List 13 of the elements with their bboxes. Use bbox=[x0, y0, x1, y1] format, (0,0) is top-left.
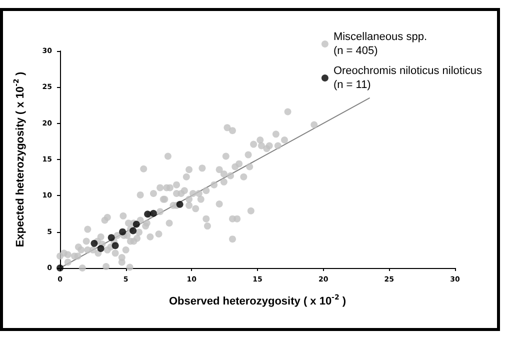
point bbox=[112, 242, 119, 250]
point bbox=[150, 210, 157, 217]
point bbox=[176, 200, 184, 208]
point bbox=[108, 234, 115, 242]
legend-label: Oreochromis niloticus niloticus (n = 11) bbox=[333, 65, 482, 91]
legend-label: Miscellaneous spp. (n = 405) bbox=[333, 31, 428, 57]
point bbox=[119, 228, 126, 236]
point bbox=[132, 220, 140, 228]
point bbox=[56, 264, 64, 272]
point bbox=[90, 240, 98, 247]
point bbox=[130, 227, 137, 234]
point bbox=[97, 244, 104, 252]
point bbox=[144, 210, 152, 218]
